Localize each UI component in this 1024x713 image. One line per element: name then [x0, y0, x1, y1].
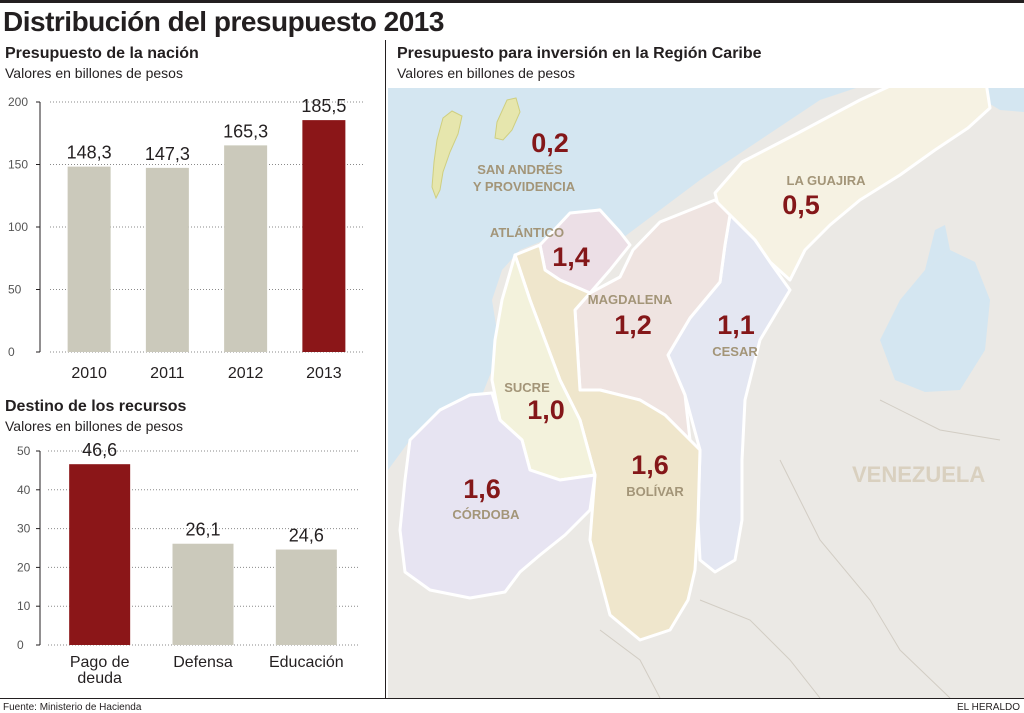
country-borders	[599, 399, 1001, 698]
nation-ytick-label: 200	[8, 95, 28, 109]
department-shapes	[398, 88, 992, 642]
destination-bar	[275, 549, 337, 645]
top-rule	[0, 0, 1024, 3]
value-cesar: 1,1	[717, 310, 755, 340]
budget-nation-chart: 0 50 100 150 200 148,3 2010 147,3 2011 165,3 2012 1…	[8, 95, 363, 382]
nation-value-label: 165,3	[223, 121, 268, 141]
nation-category-label: 2012	[228, 365, 264, 382]
destination-value-label: 26,1	[185, 520, 220, 540]
value-san-andres: 0,2	[531, 128, 569, 158]
gulf-of-venezuela	[925, 225, 950, 270]
value-cordoba: 1,6	[463, 474, 501, 504]
label-san-andres-line2: Y PROVIDENCIA	[473, 179, 576, 194]
destination-ytick-label: 20	[17, 560, 31, 574]
footer-rule	[0, 698, 1024, 699]
value-magdalena: 1,2	[614, 310, 652, 340]
caribbean-region-map: VENEZUELA 0,2 SAN ANDRÉS Y PROVIDENCIA L…	[388, 88, 1024, 698]
providencia-island	[494, 97, 521, 141]
nation-value-label: 185,5	[301, 96, 346, 116]
nation-ytick-label: 100	[8, 220, 28, 234]
label-bolivar: BOLÍVAR	[626, 484, 684, 499]
page-title: Distribución del presupuesto 2013	[3, 6, 444, 37]
destination-value-label: 24,6	[289, 526, 324, 546]
nation-value-label: 148,3	[67, 143, 112, 163]
label-cordoba: CÓRDOBA	[452, 507, 520, 522]
nation-ytick-label: 50	[8, 283, 22, 297]
destination-ytick-label: 50	[17, 444, 31, 458]
nation-bar	[67, 166, 111, 352]
label-atlantico: ATLÁNTICO	[490, 225, 564, 240]
destination-bar	[69, 464, 131, 645]
destination-category-label: Defensa	[173, 654, 233, 671]
nation-category-label: 2011	[150, 365, 185, 382]
label-magdalena: MAGDALENA	[588, 292, 673, 307]
map-subtitle: Valores en billones de pesos	[397, 65, 575, 81]
nation-ytick-label: 0	[8, 345, 15, 359]
value-atlantico: 1,4	[552, 242, 590, 272]
nation-bar	[302, 120, 346, 352]
destination-bar	[172, 543, 234, 645]
nation-value-label: 147,3	[145, 144, 190, 164]
nation-category-label: 2010	[71, 365, 107, 382]
destination-ytick-label: 0	[17, 638, 24, 652]
brand-label: EL HERALDO	[957, 702, 1020, 713]
destination-ytick-label: 40	[17, 483, 31, 497]
value-bolivar: 1,6	[631, 450, 669, 480]
destination-ytick-label: 30	[17, 522, 31, 536]
chart1-title: Presupuesto de la nación	[5, 45, 199, 62]
chart2-title: Destino de los recursos	[5, 398, 187, 415]
value-sucre: 1,0	[527, 395, 565, 425]
nation-ytick-label: 150	[8, 158, 28, 172]
label-cesar: CESAR	[712, 344, 758, 359]
san-andres-island	[431, 110, 463, 200]
value-la-guajira: 0,5	[782, 190, 820, 220]
nation-bar	[224, 145, 268, 352]
venezuela-label: VENEZUELA	[852, 462, 985, 487]
region-san-andres	[431, 97, 521, 200]
source-note: Fuente: Ministerio de Hacienda	[3, 702, 142, 713]
destination-category-label: Pago de	[70, 654, 130, 671]
map-title: Presupuesto para inversión en la Región …	[397, 45, 762, 62]
label-sucre: SUCRE	[504, 380, 550, 395]
destination-category-label: deuda	[77, 670, 122, 687]
panel-divider	[385, 40, 386, 698]
nation-bar	[145, 167, 189, 352]
label-san-andres-line1: SAN ANDRÉS	[477, 162, 563, 177]
lake-maracaibo	[880, 250, 990, 392]
region-cordoba	[398, 391, 597, 600]
destination-value-label: 46,6	[82, 440, 117, 460]
label-la-guajira: LA GUAJIRA	[787, 173, 867, 188]
destination-category-label: Educación	[269, 654, 344, 671]
chart1-subtitle: Valores en billones de pesos	[5, 65, 183, 81]
nation-category-label: 2013	[306, 365, 342, 382]
chart2-subtitle: Valores en billones de pesos	[5, 418, 183, 434]
destination-ytick-label: 10	[17, 599, 31, 613]
